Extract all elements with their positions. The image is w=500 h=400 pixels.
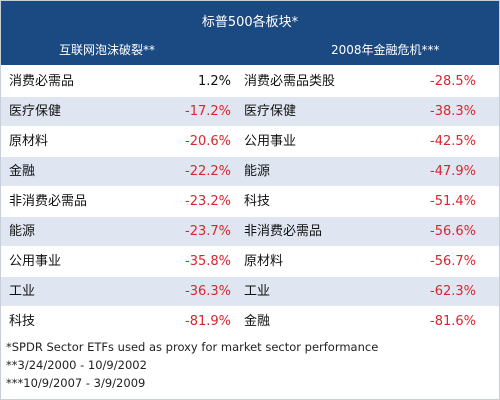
right-sector-label: 医疗保健: [244, 104, 297, 119]
table-row: 医疗保健 -17.2% 医疗保健 -38.3%: [1, 96, 499, 126]
footnote-proxy: *SPDR Sector ETFs used as proxy for mark…: [6, 340, 379, 354]
table-row: 公用事业 -35.8% 原材料 -56.7%: [1, 246, 499, 276]
left-return-value: -36.3%: [185, 284, 231, 299]
left-sector-label: 非消费必需品: [9, 194, 88, 209]
left-sector-label: 公用事业: [9, 254, 62, 269]
left-return-value: -23.7%: [185, 224, 231, 239]
left-sector-label: 医疗保健: [9, 104, 62, 119]
left-sector-label: 工业: [9, 284, 36, 299]
left-sector-label: 能源: [9, 224, 36, 239]
left-return-value: -22.2%: [185, 164, 231, 179]
right-return-value: -28.5%: [430, 74, 476, 89]
right-sector-label: 科技: [244, 194, 271, 209]
table-row: 能源 -23.7% 非消费必需品 -56.6%: [1, 216, 499, 246]
left-return-value: -20.6%: [185, 134, 231, 149]
right-return-value: -81.6%: [430, 314, 476, 329]
table-header: 标普500各板块* 互联网泡沫破裂** 2008年金融危机***: [1, 1, 499, 65]
right-period-heading: 2008年金融危机***: [331, 43, 440, 57]
footnotes: *SPDR Sector ETFs used as proxy for mark…: [6, 338, 378, 392]
table-row: 金融 -22.2% 能源 -47.9%: [1, 156, 499, 186]
left-return-value: 1.2%: [197, 74, 231, 89]
right-sector-label: 消费必需品类股: [244, 74, 336, 89]
right-return-value: -56.7%: [430, 254, 476, 269]
table-row: 消费必需品 1.2% 消费必需品类股 -28.5%: [1, 66, 499, 96]
right-return-value: -62.3%: [430, 284, 476, 299]
left-sector-label: 科技: [9, 314, 36, 329]
right-return-value: -42.5%: [430, 134, 476, 149]
right-return-value: -38.3%: [430, 104, 476, 119]
left-return-value: -35.8%: [185, 254, 231, 269]
left-return-value: -23.2%: [185, 194, 231, 209]
left-return-value: -17.2%: [185, 104, 231, 119]
left-sector-label: 金融: [9, 164, 36, 179]
left-sector-label: 原材料: [9, 134, 49, 149]
table-row: 非消费必需品 -23.2% 科技 -51.4%: [1, 186, 499, 216]
right-sector-label: 非消费必需品: [244, 224, 323, 239]
right-sector-label: 工业: [244, 284, 271, 299]
left-sector-label: 消费必需品: [9, 74, 75, 89]
table-row: 科技 -81.9% 金融 -81.6%: [1, 306, 499, 336]
right-return-value: -56.6%: [430, 224, 476, 239]
left-period-heading: 互联网泡沫破裂**: [59, 43, 156, 57]
right-return-value: -51.4%: [430, 194, 476, 209]
right-sector-label: 原材料: [244, 254, 284, 269]
left-return-value: -81.9%: [185, 314, 231, 329]
table-row: 工业 -36.3% 工业 -62.3%: [1, 276, 499, 306]
footnote-dotcom-period: **3/24/2000 - 10/9/2002: [6, 358, 147, 372]
right-sector-label: 金融: [244, 314, 271, 329]
table-row: 原材料 -20.6% 公用事业 -42.5%: [1, 126, 499, 156]
table-title: 标普500各板块*: [201, 15, 299, 30]
right-sector-label: 公用事业: [244, 134, 297, 149]
footnote-crisis-period: ***10/9/2007 - 3/9/2009: [6, 376, 146, 390]
table-body: 消费必需品 1.2% 消费必需品类股 -28.5% 医疗保健 -17.2% 医疗…: [1, 66, 499, 336]
right-return-value: -47.9%: [430, 164, 476, 179]
right-sector-label: 能源: [244, 164, 271, 179]
